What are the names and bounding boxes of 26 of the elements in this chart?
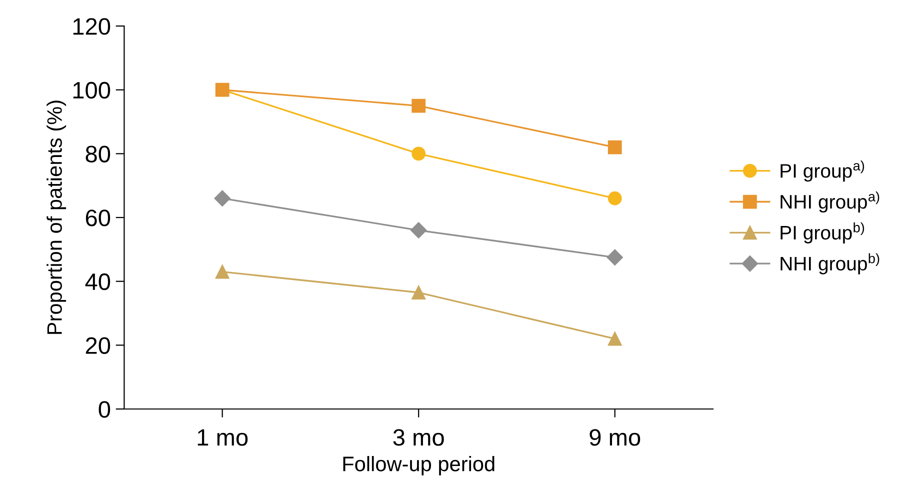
y-tick-label: 20 xyxy=(86,337,110,354)
x-tick-label: 1 mo xyxy=(198,429,248,446)
x-tick-label: 9 mo xyxy=(590,429,640,446)
y-tick-label: 0 xyxy=(98,401,110,418)
legend-label: PI group$^{b)}$ xyxy=(780,222,864,244)
y-tick-label: 120 xyxy=(73,18,110,35)
point xyxy=(412,286,426,300)
point xyxy=(608,332,622,346)
y-axis-title: Proportion of patients (%) xyxy=(46,100,66,334)
x-tick-label: 3 mo xyxy=(393,429,444,446)
x-axis-title: Follow-up period xyxy=(343,456,494,476)
y-tick-label: 60 xyxy=(86,210,110,226)
point xyxy=(215,264,230,279)
point xyxy=(608,140,622,154)
point xyxy=(606,249,623,266)
point xyxy=(608,191,622,206)
point xyxy=(214,190,230,206)
point xyxy=(412,146,426,161)
legend-label: NHI group$^{a)}$ xyxy=(780,191,880,213)
y-tick-label: 40 xyxy=(85,273,110,290)
legend-label: NHI group$^{b)}$ xyxy=(780,253,880,274)
point xyxy=(412,98,426,113)
y-tick-label: 80 xyxy=(86,146,110,162)
legend-label: PI group$^{a)}$ xyxy=(780,160,864,182)
point xyxy=(410,222,427,238)
y-tick-label: 100 xyxy=(73,82,110,99)
